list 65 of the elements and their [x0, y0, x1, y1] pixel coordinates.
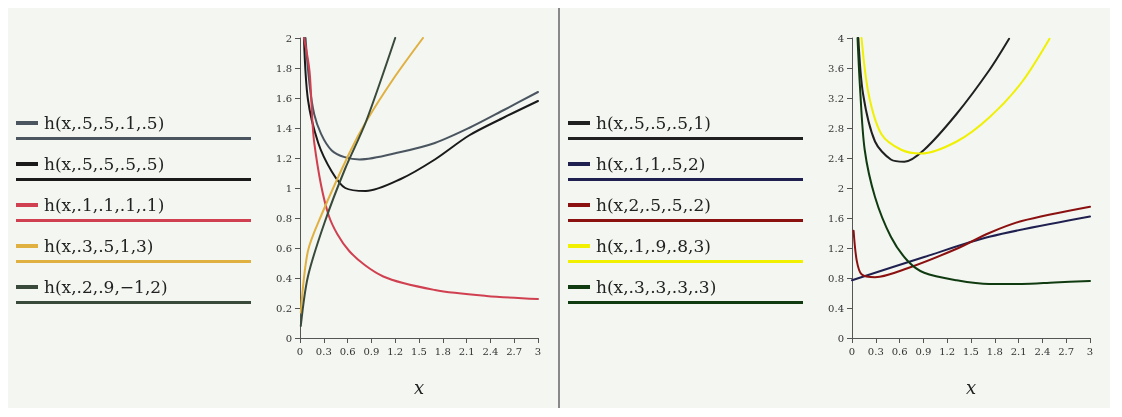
y-tick-label: 1.2: [827, 242, 844, 254]
legend-label: h(x,.2,.9,−1,2): [44, 276, 168, 297]
line-series: [850, 215, 1091, 282]
y-tick-label: 1.4: [275, 122, 292, 134]
legend-label: h(x,.3,.5,1,3): [44, 235, 154, 256]
line-series: [302, 37, 539, 300]
y-tick-label: 0.4: [275, 272, 292, 284]
y-tick-label: 2: [285, 32, 292, 44]
y-tick-label: 1.6: [275, 92, 292, 104]
legend-label: h(x,.1,1,.5,2): [596, 153, 706, 174]
y-tick-label: 0.4: [827, 302, 844, 314]
y-tick-label: 2: [837, 182, 844, 194]
x-tick-label: 2.4: [482, 345, 499, 357]
x-axis-title: x: [965, 376, 976, 398]
line-series: [299, 37, 424, 314]
y-tick-label: 0: [837, 332, 844, 344]
x-tick-label: 3: [1086, 345, 1093, 357]
legend-label: h(x,2,.5,.5,.2): [596, 194, 711, 215]
x-tick-label: 0.6: [339, 345, 356, 357]
y-tick-label: 0.6: [275, 242, 292, 254]
line-series: [852, 205, 1091, 279]
y-tick-label: 4: [837, 32, 844, 44]
line-series: [857, 37, 1010, 163]
x-tick-label: 2.7: [1057, 345, 1074, 357]
y-tick-label: 0.2: [275, 302, 292, 314]
legend-label: h(x,.3,.3,.3,.3): [596, 276, 717, 297]
x-tick-label: 1.2: [938, 345, 955, 357]
y-tick-label: 0: [285, 332, 292, 344]
line-series: [304, 37, 539, 161]
legend-label: h(x,.1,.9,.8,3): [596, 235, 711, 256]
y-tick-label: 0.8: [827, 272, 844, 284]
x-tick-label: 1.8: [986, 345, 1003, 357]
x-tick-label: 1.5: [962, 345, 979, 357]
legend-label: h(x,.5,.5,.5,1): [596, 112, 711, 133]
x-tick-label: 2.1: [458, 345, 475, 357]
legend-label: h(x,.5,.5,.1,.5): [44, 112, 165, 133]
x-tick-label: 0.9: [363, 345, 380, 357]
x-tick-label: 1.5: [410, 345, 427, 357]
y-tick-label: 3.6: [827, 62, 844, 74]
x-tick-label: 0.6: [891, 345, 908, 357]
y-tick-label: 3.2: [827, 92, 844, 104]
x-tick-label: 1.8: [434, 345, 451, 357]
x-tick-label: 0.9: [915, 345, 932, 357]
y-tick-label: 2.8: [827, 122, 844, 134]
line-series: [860, 37, 1051, 155]
y-tick-label: 1.2: [275, 152, 292, 164]
y-tick-label: 2.4: [827, 152, 844, 164]
x-tick-label: 2.1: [1010, 345, 1027, 357]
y-tick-label: 0.8: [275, 212, 292, 224]
x-axis-title: x: [413, 376, 424, 398]
legend-label: h(x,.1,.1,.1,.1): [44, 194, 165, 215]
line-series: [299, 37, 396, 327]
x-tick-label: 0.3: [867, 345, 884, 357]
y-tick-label: 1: [285, 182, 292, 194]
x-tick-label: 2.7: [505, 345, 522, 357]
x-tick-label: 0: [296, 345, 303, 357]
x-tick-label: 2.4: [1034, 345, 1051, 357]
y-tick-label: 1.8: [275, 62, 292, 74]
x-tick-label: 0.3: [315, 345, 332, 357]
x-tick-label: 3: [534, 345, 541, 357]
legend-label: h(x,.5,.5,.5,.5): [44, 153, 165, 174]
y-tick-label: 1.6: [827, 212, 844, 224]
line-series: [856, 37, 1091, 285]
x-tick-label: 0: [848, 345, 855, 357]
x-tick-label: 1.2: [386, 345, 403, 357]
